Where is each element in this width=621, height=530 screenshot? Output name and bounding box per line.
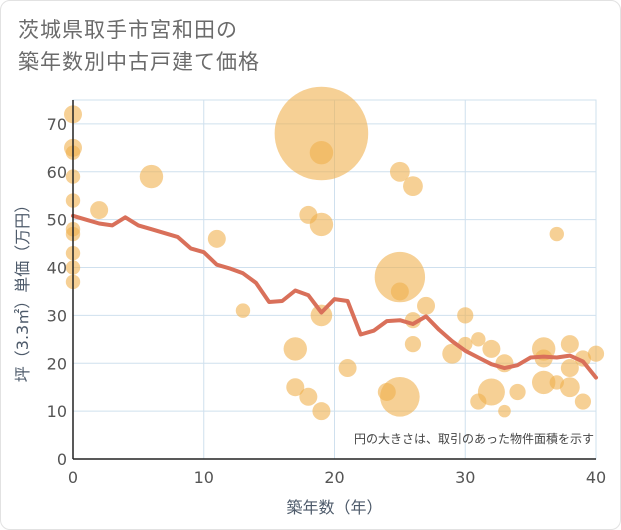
data-bubble (574, 350, 592, 367)
data-bubble (560, 359, 579, 378)
data-bubble (380, 376, 420, 417)
data-bubble (286, 378, 305, 397)
x-tick-label: 10 (194, 468, 214, 487)
y-axis-title: 坪（3.3㎡）単価（万円） (13, 197, 32, 382)
bubble-series (64, 86, 605, 421)
x-axis-title: 築年数（年） (286, 498, 382, 517)
chart-title-line-1: 茨城県取手市宮和田の (18, 18, 238, 42)
data-bubble (549, 226, 564, 242)
data-bubble (509, 383, 526, 401)
data-bubble (587, 345, 605, 362)
data-bubble (309, 140, 334, 165)
data-bubble (390, 282, 409, 301)
data-bubble (90, 201, 109, 220)
trend-line-series (71, 213, 598, 380)
y-tick-label: 20 (47, 354, 67, 373)
data-bubble (532, 370, 556, 395)
data-bubble (560, 335, 579, 354)
data-bubble (559, 377, 580, 398)
data-bubble (283, 337, 307, 361)
data-bubble (374, 251, 426, 303)
x-tick-label: 20 (324, 468, 344, 487)
data-bubble (457, 307, 474, 324)
chart-title: 茨城県取手市宮和田の 築年数別中古戸建て価格 (18, 14, 260, 78)
x-tick-label: 40 (586, 468, 606, 487)
data-bubble (207, 229, 226, 248)
data-bubble (417, 296, 436, 315)
trend-line (71, 213, 598, 380)
y-tick-label: 0 (57, 450, 67, 469)
data-bubble (574, 393, 592, 410)
data-bubble (442, 343, 463, 364)
data-bubble (312, 402, 331, 421)
chart-axes: 0 10 20 30 40 0 10 20 30 40 50 60 70 (47, 100, 606, 487)
data-bubble (299, 387, 318, 406)
data-bubble (274, 86, 369, 181)
data-bubble (338, 359, 357, 378)
y-tick-label: 60 (47, 163, 67, 182)
data-bubble (235, 303, 251, 318)
data-bubble (482, 339, 501, 358)
data-bubble (309, 212, 334, 237)
data-bubble (498, 404, 511, 418)
y-tick-label: 30 (47, 306, 67, 325)
data-bubble (404, 336, 422, 353)
y-tick-label: 40 (47, 259, 67, 278)
data-bubble (310, 304, 333, 327)
data-bubble (139, 164, 164, 189)
data-bubble (477, 378, 505, 406)
data-bubble (403, 176, 423, 197)
x-tick-label: 0 (68, 468, 78, 487)
chart-title-line-2: 築年数別中古戸建て価格 (18, 50, 260, 74)
y-tick-label: 70 (47, 115, 67, 134)
x-tick-label: 30 (455, 468, 475, 487)
bubble-size-note: 円の大きさは、取引のあった物件面積を示す (354, 431, 594, 446)
data-bubble (389, 161, 410, 182)
y-tick-label: 50 (47, 211, 67, 230)
y-tick-label: 10 (47, 402, 67, 421)
data-bubble (471, 332, 486, 347)
